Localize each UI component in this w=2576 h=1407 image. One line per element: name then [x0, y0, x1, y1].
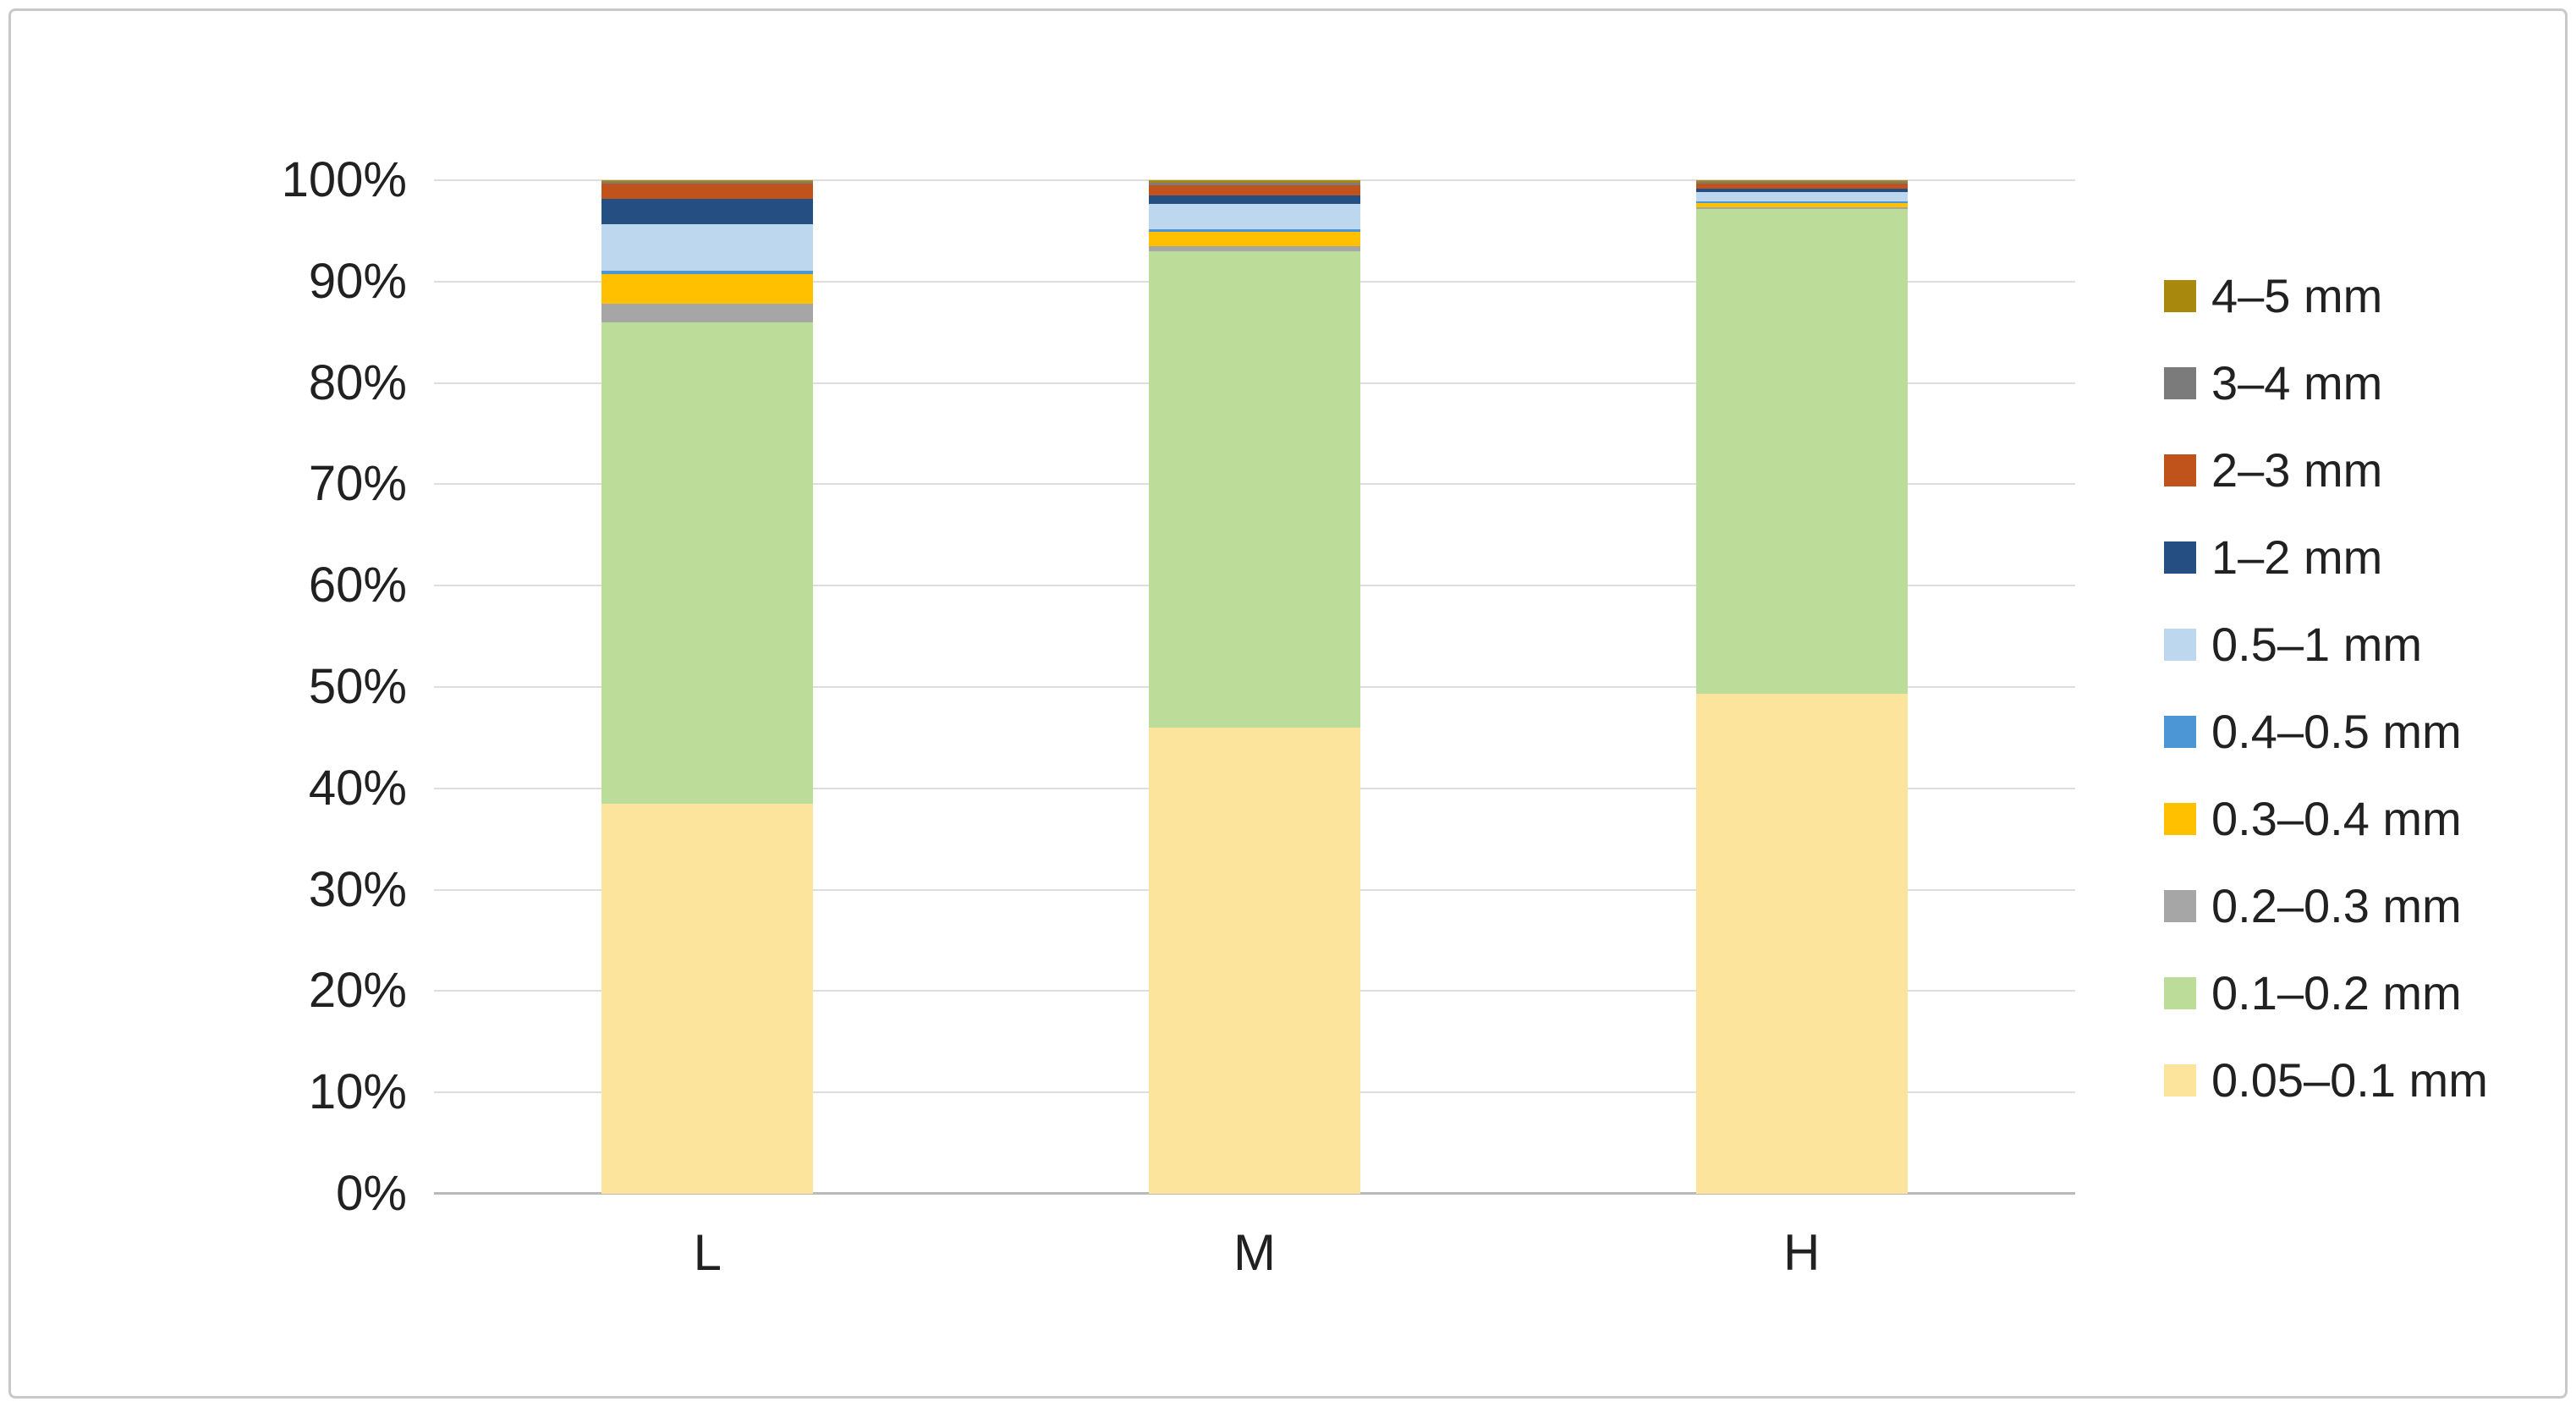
category-label-L: L [693, 1224, 722, 1281]
bar-segment-L-1–2 mm [601, 198, 814, 224]
bar-segment-M-2–3 mm [1149, 185, 1360, 196]
bar-segment-M-3–4 mm [1149, 183, 1360, 186]
bar-segment-M-0.5–1 mm [1149, 203, 1360, 229]
legend-swatch-icon [2164, 889, 2196, 922]
bar-segment-H-0.1–0.2 mm [1695, 208, 1908, 695]
legend-item-0.3–0.4 mm: 0.3–0.4 mm [2164, 775, 2562, 862]
legend-label: 0.4–0.5 mm [2211, 704, 2462, 758]
legend-label: 0.05–0.1 mm [2211, 1053, 2488, 1107]
y-tick-label-10: 10% [308, 1064, 407, 1120]
bar-segment-H-1–2 mm [1695, 188, 1908, 193]
y-tick-label-70: 70% [308, 456, 407, 512]
bar-segment-L-0.3–0.4 mm [601, 274, 814, 305]
bar-L [601, 180, 814, 1194]
y-tick-label-80: 80% [308, 354, 407, 410]
bar-segment-L-0.5–1 mm [601, 223, 814, 271]
bar-segment-L-3–4 mm [601, 181, 814, 184]
y-tick-label-50: 50% [308, 659, 407, 714]
bar-segment-M-0.1–0.2 mm [1149, 250, 1360, 728]
category-label-M: M [1233, 1224, 1276, 1281]
y-tick-label-60: 60% [308, 558, 407, 613]
legend-label: 0.2–0.3 mm [2211, 878, 2462, 932]
bar-segment-H-0.4–0.5 mm [1695, 201, 1908, 203]
legend-label: 3–4 mm [2211, 355, 2383, 409]
bar-segment-L-0.2–0.3 mm [601, 304, 814, 322]
legend-swatch-icon [2164, 541, 2196, 574]
bar-segment-M-0.4–0.5 mm [1149, 228, 1360, 233]
y-tick-label-0: 0% [336, 1166, 407, 1221]
bar-segment-L-0.05–0.1 mm [601, 804, 814, 1194]
bar-segment-M-4–5 mm [1149, 180, 1360, 184]
bar-segment-H-0.05–0.1 mm [1695, 694, 1908, 1194]
bar-segment-L-0.4–0.5 mm [601, 270, 814, 275]
bar-segment-H-0.2–0.3 mm [1695, 206, 1908, 209]
legend-swatch-icon [2164, 366, 2196, 399]
bar-M [1149, 180, 1360, 1194]
bar-segment-H-3–4 mm [1695, 181, 1908, 184]
legend-item-0.5–1 mm: 0.5–1 mm [2164, 601, 2562, 688]
legend-swatch-icon [2164, 279, 2196, 312]
legend-item-2–3 mm: 2–3 mm [2164, 426, 2562, 514]
legend-swatch-icon [2164, 715, 2196, 748]
bar-segment-M-0.2–0.3 mm [1149, 245, 1360, 251]
legend-label: 2–3 mm [2211, 442, 2383, 497]
bar-segment-H-4–5 mm [1695, 180, 1908, 182]
gridline-100 [434, 179, 2075, 181]
legend-item-3–4 mm: 3–4 mm [2164, 339, 2562, 426]
y-tick-label-30: 30% [308, 861, 407, 917]
bar-segment-L-2–3 mm [601, 183, 814, 199]
legend-swatch-icon [2164, 453, 2196, 486]
legend-label: 0.3–0.4 mm [2211, 791, 2462, 845]
legend-label: 4–5 mm [2211, 268, 2383, 322]
chart-frame: 0% 10% 20% 30% 40% 50% 60% 70% 80% 90% 100% L M H 4–… [8, 8, 2568, 1399]
category-label-H: H [1782, 1224, 1821, 1281]
bar-segment-L-0.1–0.2 mm [601, 322, 814, 805]
bar-segment-L-4–5 mm [601, 180, 814, 182]
legend-label: 1–2 mm [2211, 530, 2383, 584]
y-tick-label-100: 100% [281, 152, 407, 207]
bar-segment-M-1–2 mm [1149, 195, 1360, 204]
y-axis: 0% 10% 20% 30% 40% 50% 60% 70% 80% 90% 100% [11, 156, 407, 1218]
legend-item-0.1–0.2 mm: 0.1–0.2 mm [2164, 949, 2562, 1036]
bar-segment-H-2–3 mm [1695, 183, 1908, 189]
legend-swatch-icon [2164, 802, 2196, 835]
y-tick-label-20: 20% [308, 963, 407, 1019]
legend-item-1–2 mm: 1–2 mm [2164, 514, 2562, 601]
plot-area [434, 179, 2075, 1195]
legend-label: 0.5–1 mm [2211, 617, 2422, 671]
bar-H [1695, 180, 1908, 1194]
y-tick-label-40: 40% [308, 760, 407, 816]
bar-segment-H-0.5–1 mm [1695, 192, 1908, 201]
bar-segment-M-0.3–0.4 mm [1149, 232, 1360, 246]
legend-swatch-icon [2164, 628, 2196, 661]
legend-item-0.2–0.3 mm: 0.2–0.3 mm [2164, 862, 2562, 949]
legend: 4–5 mm 3–4 mm 2–3 mm 1–2 mm 0.5–1 mm 0.4–0.5 … [2164, 252, 2562, 1124]
legend-item-0.05–0.1 mm: 0.05–0.1 mm [2164, 1036, 2562, 1124]
y-tick-label-90: 90% [308, 253, 407, 309]
legend-label: 0.1–0.2 mm [2211, 965, 2462, 1020]
legend-item-4–5 mm: 4–5 mm [2164, 252, 2562, 339]
legend-swatch-icon [2164, 1063, 2196, 1096]
legend-item-0.4–0.5 mm: 0.4–0.5 mm [2164, 688, 2562, 775]
bar-segment-M-0.05–0.1 mm [1149, 727, 1360, 1194]
bar-segment-H-0.3–0.4 mm [1695, 202, 1908, 207]
legend-swatch-icon [2164, 976, 2196, 1009]
